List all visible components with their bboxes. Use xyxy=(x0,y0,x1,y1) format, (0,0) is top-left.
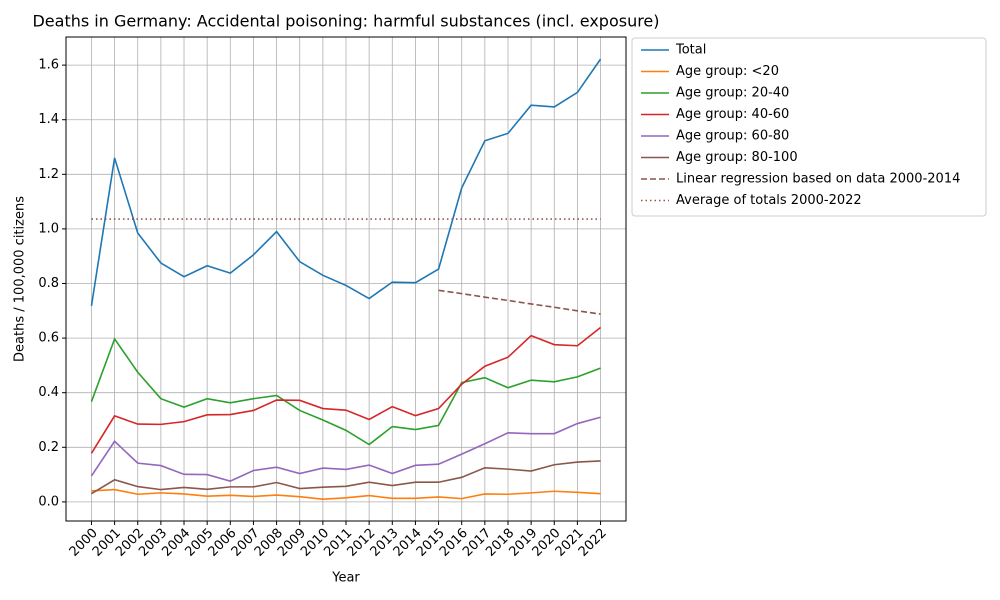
legend-label: Linear regression based on data 2000-201… xyxy=(676,172,960,187)
y-tick-label: 1.2 xyxy=(38,167,59,182)
y-tick-label: 0.4 xyxy=(38,385,59,400)
y-tick-label: 1.6 xyxy=(38,58,59,73)
series-line xyxy=(90,416,601,482)
series-line xyxy=(90,58,602,307)
plot-frame xyxy=(65,36,627,522)
y-tick-label: 0.2 xyxy=(38,440,59,455)
legend-label: Age group: 20-40 xyxy=(676,86,789,101)
series-line xyxy=(91,460,601,495)
series-line xyxy=(90,326,602,454)
legend-label: Age group: 80-100 xyxy=(676,150,798,165)
legend-label: Total xyxy=(675,43,706,58)
legend-label: Age group: 60-80 xyxy=(676,129,789,144)
y-tick-label: 1.4 xyxy=(38,112,59,127)
y-tick-label: 0.8 xyxy=(38,276,59,291)
y-axis-label: Deaths / 100,000 citizens xyxy=(13,196,28,362)
y-tick-label: 1.0 xyxy=(38,221,59,236)
series-line xyxy=(90,337,601,446)
legend-frame xyxy=(631,37,987,217)
legend-label: Age group: 40-60 xyxy=(676,107,789,122)
y-tick-label: 0.6 xyxy=(38,331,59,346)
legend: Total Age group: <20 Age group: 20-40 Age g… xyxy=(631,37,987,217)
x-axis-label: Year xyxy=(331,571,360,586)
chart-title: Deaths in Germany: Accidental poisoning:… xyxy=(32,12,659,31)
legend-label: Age group: <20 xyxy=(676,64,779,79)
y-tick-label: 0.0 xyxy=(38,494,59,509)
series-line xyxy=(91,488,601,500)
legend-label: Average of totals 2000-2022 xyxy=(676,193,862,208)
series-line xyxy=(438,289,601,315)
